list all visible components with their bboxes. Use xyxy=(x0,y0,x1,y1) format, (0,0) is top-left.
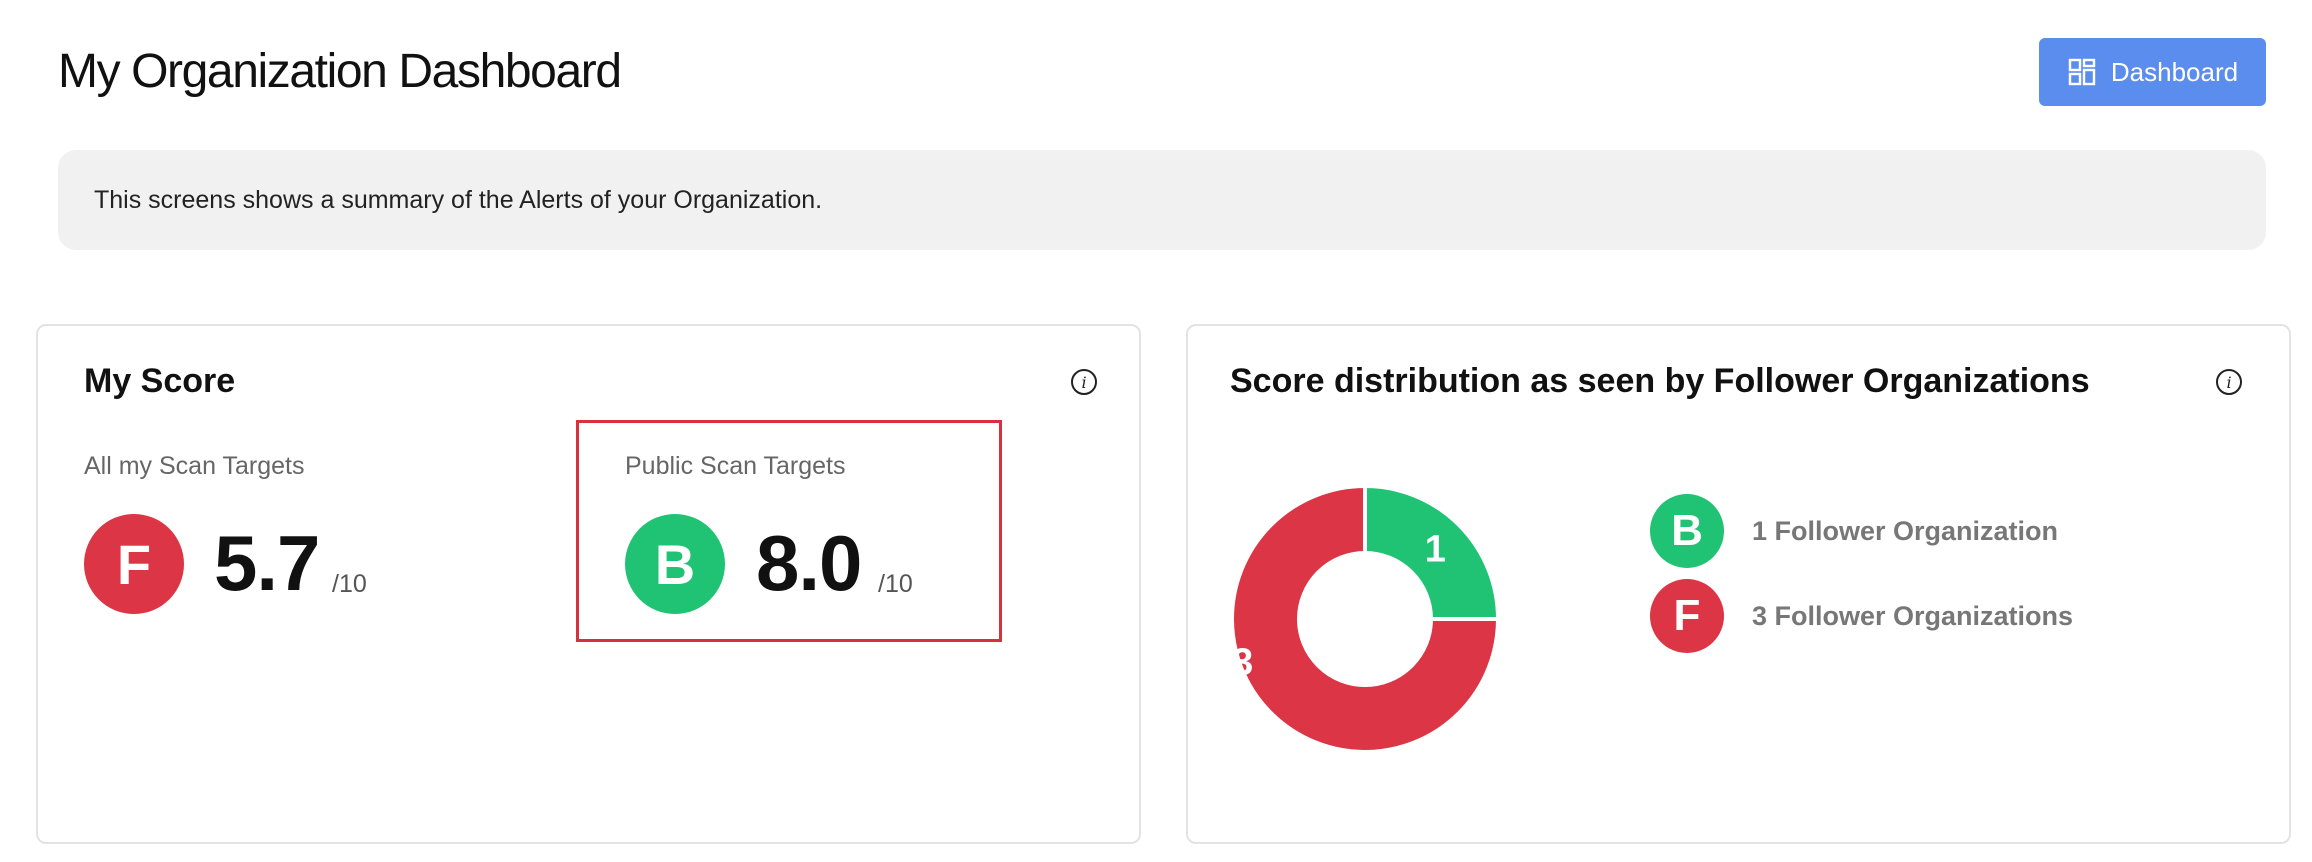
legend-badge-b: B xyxy=(1650,494,1724,568)
public-targets-score: 8.0 xyxy=(756,519,862,607)
score-distribution-title: Score distribution as seen by Follower O… xyxy=(1230,362,2090,400)
info-bar-text: This screens shows a summary of the Aler… xyxy=(94,185,823,214)
all-targets-label: All my Scan Targets xyxy=(84,452,305,480)
donut-slice-b[interactable] xyxy=(1363,484,1500,621)
donut-label-f: 3 xyxy=(1232,642,1253,684)
legend-text-b: 1 Follower Organization xyxy=(1752,515,2059,546)
legend-badge-f: F xyxy=(1650,579,1724,653)
public-targets-label: Public Scan Targets xyxy=(625,452,846,480)
all-targets-score-max: /10 xyxy=(332,570,367,598)
legend-text-f: 3 Follower Organizations xyxy=(1752,600,2074,631)
public-targets-score-max: /10 xyxy=(878,570,913,598)
all-targets-score: 5.7 xyxy=(214,519,320,607)
legend-item-b: B 1 Follower Organization xyxy=(1650,494,2058,568)
score-donut-chart: 1 3 xyxy=(1230,484,1500,754)
donut-label-b: 1 xyxy=(1425,529,1446,571)
dashboard-button-label: Dashboard xyxy=(2110,56,2239,87)
info-icon[interactable]: i xyxy=(1071,369,1097,395)
public-targets-grade-badge: B xyxy=(625,514,725,614)
my-score-title: My Score xyxy=(84,362,236,400)
info-bar: This screens shows a summary of the Aler… xyxy=(58,150,2266,250)
page-title: My Organization Dashboard xyxy=(58,45,622,98)
donut-slice-f[interactable] xyxy=(1230,484,1500,754)
score-distribution-card: Score distribution as seen by Follower O… xyxy=(1186,324,2291,844)
dashboard-grid-icon xyxy=(2068,58,2096,86)
public-targets-highlight xyxy=(576,420,1002,642)
legend-item-f: F 3 Follower Organizations xyxy=(1650,579,2073,653)
dashboard-button[interactable]: Dashboard xyxy=(2039,38,2266,106)
info-icon[interactable]: i xyxy=(2216,369,2242,395)
my-score-card: My Score i All my Scan Targets F 5.7 /10… xyxy=(36,324,1141,844)
all-targets-grade-badge: F xyxy=(84,514,184,614)
